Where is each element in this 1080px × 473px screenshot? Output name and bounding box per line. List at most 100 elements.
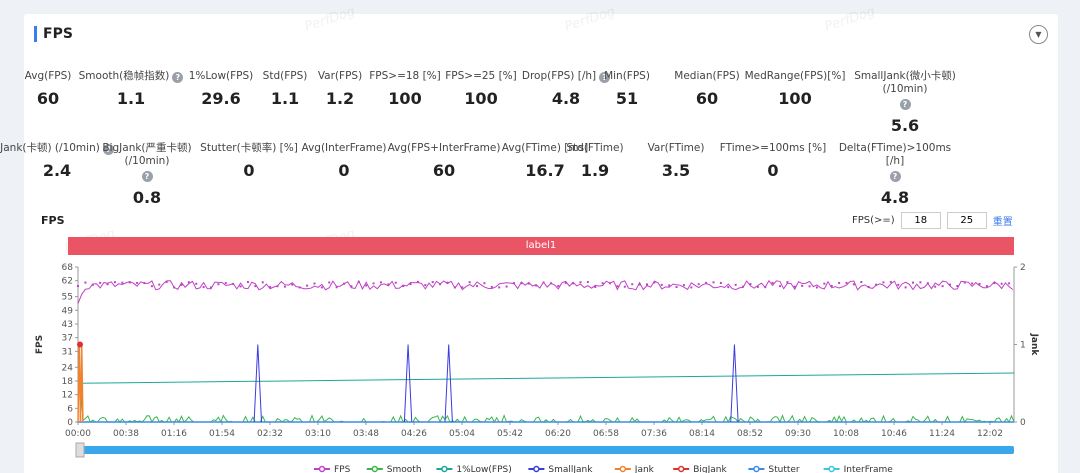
stat-value: 60 xyxy=(432,161,456,180)
stat-value: 2.4 xyxy=(42,161,72,180)
bigjank-marker xyxy=(77,341,83,348)
stat-label-text: Var(FPS) xyxy=(317,70,363,82)
y2-tick-label: 0 xyxy=(1020,418,1026,428)
stat-value: 1.9 xyxy=(580,161,610,180)
fps-point xyxy=(682,284,685,287)
fps-point xyxy=(926,282,929,285)
fps-point xyxy=(91,283,94,286)
stat-value: 100 xyxy=(464,89,498,108)
stat-ftime-100ms: FTime>=100ms [%] 0 xyxy=(714,142,832,180)
fps-point xyxy=(830,284,833,287)
stat-label-text: Drop(FPS) [/h] xyxy=(521,70,597,82)
stat-avg-interframe: Avg(InterFrame) 0 xyxy=(285,142,403,180)
stat-label-text: Std(FTime) xyxy=(566,142,624,154)
stat-value: 1.2 xyxy=(325,89,355,108)
chevron-down-icon[interactable]: ▼ xyxy=(1029,25,1048,44)
stat-label: Avg(FPS+InterFrame) xyxy=(385,142,503,155)
fps-point xyxy=(712,281,715,284)
fps-point xyxy=(889,280,892,283)
legend-label-4[interactable]: Jank xyxy=(634,465,655,473)
fps-point xyxy=(453,286,456,289)
legend-label-7[interactable]: InterFrame xyxy=(844,465,894,473)
fps-point xyxy=(431,281,434,284)
legend-label-3[interactable]: SmallJank xyxy=(548,465,593,473)
fps-point xyxy=(313,282,316,285)
fps-point xyxy=(542,281,545,284)
x-tick-label: 10:08 xyxy=(833,429,859,439)
fps-point xyxy=(549,282,552,285)
legend-label-5[interactable]: BigJank xyxy=(693,465,727,473)
stat-value: 60 xyxy=(695,89,719,108)
x-tick-label: 00:38 xyxy=(113,429,139,439)
legend-label-1[interactable]: Smooth xyxy=(387,465,422,473)
zoom-slider-handle[interactable] xyxy=(75,442,85,458)
legend-marker-4 xyxy=(619,465,627,473)
fps-point xyxy=(756,285,759,288)
fps-point xyxy=(379,281,382,284)
fps-point xyxy=(402,285,405,288)
fps-point xyxy=(838,281,841,284)
y-tick-label: 12 xyxy=(62,391,73,401)
fps-point xyxy=(320,286,323,289)
fps-point xyxy=(298,286,301,289)
x-tick-label: 10:46 xyxy=(881,429,907,439)
help-icon[interactable]: ? xyxy=(172,72,184,83)
help-icon[interactable]: ? xyxy=(141,171,153,182)
fps-point xyxy=(638,283,641,286)
stat-1-low-fps: 1%Low(FPS) 29.6 xyxy=(162,70,280,108)
stat-fps-18: FPS>=18 [%] 100 xyxy=(346,70,464,108)
x-tick-label: 01:16 xyxy=(161,429,187,439)
reset-link[interactable]: 重置 xyxy=(992,217,1013,228)
fps-point xyxy=(527,282,530,285)
fps-point xyxy=(956,285,959,288)
legend-label-2[interactable]: 1%Low(FPS) xyxy=(456,465,511,473)
fps-point xyxy=(852,283,855,286)
fps-threshold-control: FPS(>=) 重置 xyxy=(852,212,1013,229)
stat-delta-ftime-100ms-h: Delta(FTime)>100ms [/h]? 4.8 xyxy=(836,142,954,207)
stat-label-text: FPS>=18 [%] xyxy=(369,70,441,82)
fps-threshold-input-2[interactable] xyxy=(946,212,987,229)
fps-point xyxy=(815,286,818,289)
stat-value: 1.1 xyxy=(270,89,300,108)
smalljank-spike xyxy=(444,344,453,423)
x-tick-label: 06:58 xyxy=(593,429,619,439)
legend-label-6[interactable]: Stutter xyxy=(768,465,800,473)
fps-point xyxy=(601,282,604,285)
fps-point xyxy=(764,286,767,289)
legend-label-0[interactable]: FPS xyxy=(334,465,351,473)
fps-point xyxy=(165,280,168,283)
x-tick-label: 03:10 xyxy=(305,429,331,439)
fps-point xyxy=(941,285,944,288)
fps-threshold-input-1[interactable] xyxy=(900,212,941,229)
fps-point xyxy=(875,283,878,286)
stat-label: Std(FTime) xyxy=(536,142,654,155)
fps-point xyxy=(409,283,412,286)
fps-point xyxy=(77,285,79,288)
stat-label-text: SmallJank(微小卡顿) (/10min) xyxy=(854,70,956,95)
stat-label: 1%Low(FPS) xyxy=(162,70,280,83)
stat-value: 1.1 xyxy=(116,89,146,108)
fps-point xyxy=(934,285,937,288)
fps-panel: FPS ▼ PerfDog PerfDog PerfDog PerfDog Pe… xyxy=(0,4,1058,473)
help-icon[interactable]: ? xyxy=(889,171,901,182)
help-icon[interactable]: ? xyxy=(102,144,114,155)
zoom-slider-track[interactable] xyxy=(78,446,1014,454)
stat-label: FPS>=18 [%] xyxy=(346,70,464,83)
x-tick-label: 01:54 xyxy=(209,429,235,439)
stat-label-text: FTime>=100ms [%] xyxy=(719,142,827,154)
stat-label-text: Avg(FPS+InterFrame) xyxy=(387,142,501,154)
help-icon[interactable]: ? xyxy=(599,72,611,83)
y-tick-label: 0 xyxy=(67,418,73,428)
fps-point xyxy=(512,282,515,285)
fps-threshold-label: FPS(>=) xyxy=(852,215,895,226)
fps-point xyxy=(734,283,737,286)
stat-value: 100 xyxy=(778,89,812,108)
fps-point xyxy=(143,282,146,285)
fps-point xyxy=(261,281,264,284)
stat-value: 0 xyxy=(767,161,779,180)
stat-value: 60 xyxy=(36,89,60,108)
fps-point xyxy=(1008,282,1011,285)
fps-point xyxy=(217,283,220,286)
help-icon[interactable]: ? xyxy=(899,99,911,110)
fps-point xyxy=(446,281,449,284)
